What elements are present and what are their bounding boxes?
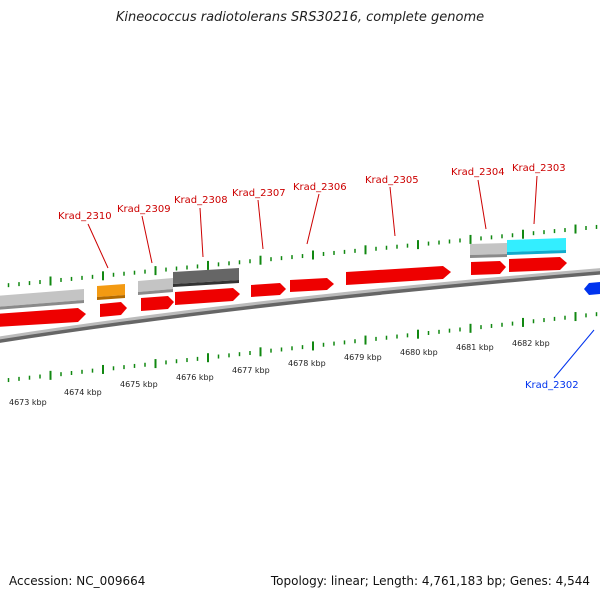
- scale-label: 4680 kbp: [400, 348, 438, 357]
- gene-arrow-large-left[interactable]: [0, 308, 86, 327]
- scale-label: 4677 kbp: [232, 366, 270, 375]
- scale-label: 4673 kbp: [9, 398, 47, 407]
- gene-arrow-krad-2309[interactable]: [141, 296, 174, 311]
- label-krad-2310[interactable]: Krad_2310: [58, 211, 112, 222]
- gene-labels: Krad_2310 Krad_2309 Krad_2308 Krad_2307 …: [58, 163, 579, 391]
- feature-blocks: [0, 238, 566, 310]
- label-krad-2308[interactable]: Krad_2308: [174, 195, 228, 206]
- scale-label: 4675 kbp: [120, 380, 158, 389]
- gene-arrows: [0, 257, 600, 327]
- leader-krad-2304: [477, 179, 487, 230]
- gene-arrow-krad-2305[interactable]: [346, 266, 451, 285]
- gene-arrow-krad-2304[interactable]: [471, 261, 506, 275]
- leader-krad-2308: [199, 207, 204, 258]
- feature-block-gray[interactable]: [0, 289, 84, 307]
- feature-block-cyan-shade: [507, 250, 566, 255]
- genome-backbone: [0, 268, 600, 340]
- feature-block-dark-gray[interactable]: [173, 268, 239, 284]
- gene-arrow-krad-2308[interactable]: [175, 288, 240, 305]
- label-krad-2309[interactable]: Krad_2309: [117, 204, 171, 215]
- gene-arrow-krad-2302[interactable]: [584, 282, 600, 295]
- leader-krad-2307: [257, 199, 264, 250]
- feature-block-cyan[interactable]: [507, 238, 566, 252]
- scale-label: 4674 kbp: [64, 388, 102, 397]
- genome-title: Kineococcus radiotolerans SRS30216, comp…: [115, 10, 485, 25]
- label-krad-2304[interactable]: Krad_2304: [451, 167, 505, 178]
- feature-block-dark-gray-shade: [173, 280, 239, 287]
- label-krad-2305[interactable]: Krad_2305: [365, 175, 419, 186]
- leader-krad-2305: [389, 186, 396, 237]
- gene-arrow-krad-2307[interactable]: [251, 283, 286, 297]
- label-krad-2303[interactable]: Krad_2303: [512, 163, 566, 174]
- label-krad-2306[interactable]: Krad_2306: [293, 182, 347, 193]
- label-krad-2302[interactable]: Krad_2302: [525, 380, 579, 391]
- scale-label: 4678 kbp: [288, 359, 326, 368]
- accession-text: Accession: NC_009664: [9, 574, 146, 588]
- scale-label: 4679 kbp: [344, 353, 382, 362]
- genome-summary-text: Topology: linear; Length: 4,761,183 bp; …: [270, 574, 590, 588]
- feature-block-gray[interactable]: [470, 243, 507, 255]
- scale-label: 4676 kbp: [176, 373, 214, 382]
- gene-arrow-krad-2306[interactable]: [290, 278, 334, 292]
- feature-block-orange[interactable]: [97, 284, 125, 297]
- leader-krad-2306: [306, 193, 320, 245]
- scale-label: 4681 kbp: [456, 343, 494, 352]
- gene-arrow-krad-2303[interactable]: [509, 257, 567, 272]
- feature-block-gray[interactable]: [138, 278, 173, 292]
- leader-krad-2309: [141, 215, 153, 264]
- feature-block-gray-shade: [138, 289, 173, 295]
- feature-block-gray-shade: [0, 300, 84, 310]
- scale-labels: 4673 kbp 4674 kbp 4675 kbp 4676 kbp 4677…: [9, 339, 550, 407]
- gene-label-leaders: [87, 175, 595, 379]
- scale-label: 4682 kbp: [512, 339, 550, 348]
- label-krad-2307[interactable]: Krad_2307: [232, 188, 286, 199]
- gene-arrow-krad-2310[interactable]: [100, 302, 127, 317]
- feature-block-gray-shade: [470, 254, 507, 258]
- leader-krad-2302: [553, 329, 595, 379]
- leader-krad-2303: [533, 175, 538, 225]
- lower-tick-track: [7, 312, 598, 383]
- feature-block-orange-shade: [97, 295, 125, 300]
- genome-backbone-shadow: [0, 268, 600, 343]
- leader-krad-2310: [87, 223, 109, 269]
- upper-tick-track: [7, 224, 598, 288]
